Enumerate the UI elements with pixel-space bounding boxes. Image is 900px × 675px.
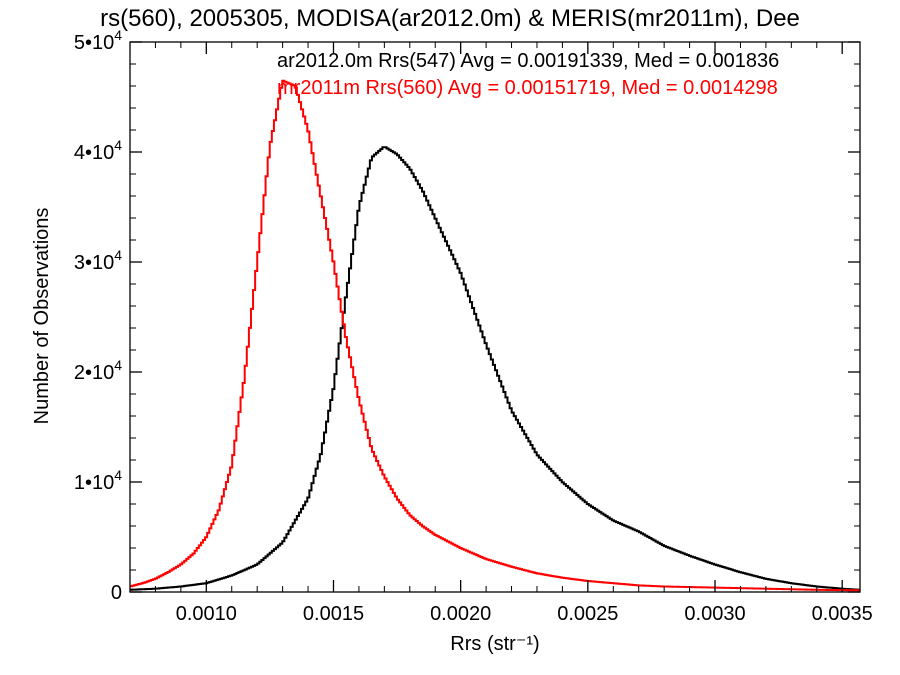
y-axis-label: Number of Observations: [31, 208, 53, 425]
legend: ar2012.0m Rrs(547) Avg = 0.00191339, Med…: [277, 50, 779, 99]
x-tick-label: 0.0015: [303, 603, 364, 625]
y-tick-label: 2•104: [74, 357, 122, 384]
plot-frame: [129, 41, 861, 593]
x-tick-label: 0.0010: [176, 603, 237, 625]
y-axis-ticks: 0 1•104 2•104 3•104 4•104 5•104: [74, 27, 860, 604]
y-tick-label: 3•104: [74, 247, 122, 274]
legend-entry-1: mr2011m Rrs(560) Avg = 0.00151719, Med =…: [277, 77, 778, 99]
x-tick-label: 0.0030: [684, 603, 745, 625]
series-line-1: [130, 79, 860, 592]
x-tick-label: 0.0035: [812, 603, 873, 625]
x-tick-label: 0.0025: [557, 603, 618, 625]
y-tick-label: 5•104: [74, 27, 122, 54]
y-tick-label: 4•104: [74, 137, 122, 164]
x-axis-ticks: 0.0010 0.0015 0.0020 0.0025 0.0030 0.0035: [129, 42, 873, 625]
y-tick-label: 0: [111, 582, 122, 604]
x-axis-label: Rrs (str⁻¹): [450, 633, 539, 655]
legend-entry-0: ar2012.0m Rrs(547) Avg = 0.00191339, Med…: [277, 50, 779, 72]
chart-title: rs(560), 2005305, MODISA(ar2012.0m) & ME…: [100, 5, 800, 32]
x-tick-label: 0.0020: [430, 603, 491, 625]
plot-series: [130, 79, 860, 592]
series-line-0: [130, 146, 860, 591]
y-tick-label: 1•104: [74, 467, 122, 494]
